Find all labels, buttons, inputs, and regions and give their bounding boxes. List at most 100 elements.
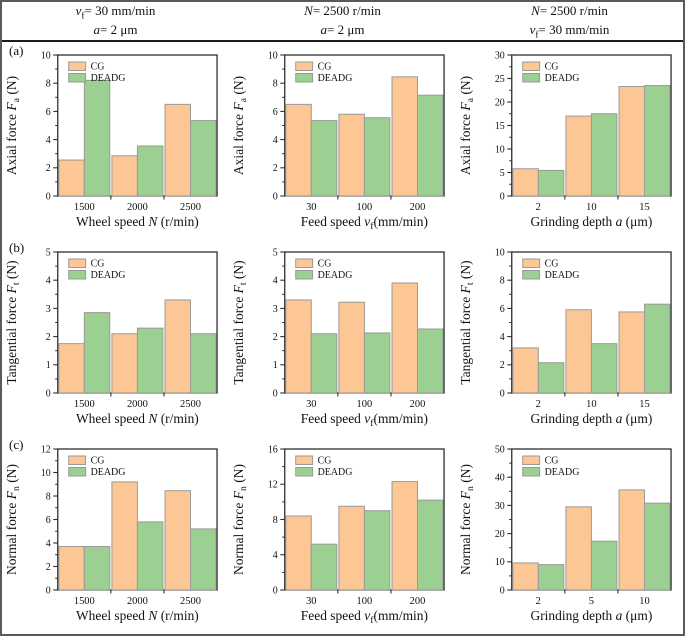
x-tick-label: 2000 [127,202,148,213]
chart-normal-vs-wheel-speed: 0 2 4 6 8 10 12 1500 2000 2500 CG DEADG Wheel speed … [2,436,229,633]
y-tick-label: 6 [46,107,51,118]
condition-col-2: N= 2500 r/min a= 2 μm [229,2,456,40]
y-tick-label: 6 [273,107,278,118]
condition-line: a= 2 μm [2,21,229,40]
y-tick-label: 6 [500,304,505,315]
bar-deadg-1500 [83,79,111,197]
y-tick-label: 10 [268,50,278,61]
x-tick-label: 1500 [74,399,95,410]
y-tick-label: 2 [46,332,51,343]
y-tick-label: 4 [273,135,278,146]
bar-cg-200 [391,282,419,394]
legend-label-cg: CG [91,259,105,270]
condition-line: vf= 30 mm/min [2,2,229,21]
y-tick-label: 10 [495,144,505,155]
bar-cg-1500 [58,343,85,394]
legend-swatch-deadg [522,73,541,83]
chart-axial-vs-grinding-depth: 0 5 10 15 20 25 30 2 10 15 CG DEADG Grinding depth a… [456,42,683,239]
y-tick-label: 4 [273,550,278,561]
bar-cg-10 [565,309,592,394]
bar-cg-30 [285,515,312,591]
bar-deadg-30 [310,333,338,394]
x-tick-label: 2500 [180,596,201,607]
legend-label-cg: CG [318,259,332,270]
legend-swatch-cg [295,455,314,465]
legend-label-cg: CG [318,456,332,467]
legend-swatch-cg [68,61,87,71]
condition-line: N= 2500 r/min [229,2,456,21]
x-tick-label: 10 [586,399,596,410]
bar-deadg-2000 [136,521,164,591]
bar-deadg-100 [363,510,391,591]
legend-label-cg: CG [545,456,559,467]
x-axis-title: Grinding depth a (μm) [530,214,652,229]
condition-text: a [320,22,328,37]
x-tick-label: 30 [306,202,316,213]
bar-cg-10 [618,489,646,591]
chart-row-c: (c) 0 2 4 6 8 10 12 1500 2000 2500 CG DEADG Wheel sp… [2,436,683,633]
condition-text: = 30 mm/min [538,22,610,37]
y-axis-title: Axial force Fa (N) [4,76,22,175]
x-axis-title: Wheel speed N (r/min) [76,608,199,623]
legend-swatch-deadg [68,73,87,83]
x-tick-label: 200 [410,202,426,213]
bar-deadg-2 [537,564,565,591]
x-tick-label: 1500 [74,596,95,607]
x-tick-label: 2 [536,202,541,213]
x-axis-title: Feed speed vf(mm/min) [301,214,428,232]
bar-cg-30 [285,103,312,197]
legend-swatch-deadg [522,270,541,280]
legend-swatch-deadg [68,270,87,280]
bar-cg-1500 [58,546,85,591]
y-tick-label: 0 [500,388,505,399]
y-tick-label: 4 [46,538,51,549]
chart-normal-vs-grinding-depth: 0 10 20 30 40 50 2 5 10 CG DEADG Grinding depth a (… [456,436,683,633]
bar-deadg-2500 [190,120,217,197]
chart-axial-vs-feed-speed: 0 2 4 6 8 10 30 100 200 CG DEADG Feed speed vf(mm/m… [229,42,456,239]
condition-text: a [93,22,101,37]
y-tick-label: 2 [500,360,505,371]
y-tick-label: 8 [500,276,505,287]
condition-line: a= 2 μm [229,21,456,40]
legend-label-deadg: DEADG [318,270,353,281]
x-axis-title: Grinding depth a (μm) [530,411,652,426]
legend-label-deadg: DEADG [545,467,580,478]
y-tick-label: 30 [495,501,505,512]
y-tick-label: 8 [273,79,278,90]
legend-swatch-cg [522,455,541,465]
y-tick-label: 0 [500,191,505,202]
y-tick-label: 2 [273,163,278,174]
bar-cg-15 [618,85,646,197]
bar-cg-2000 [111,155,138,197]
bar-cg-200 [391,76,419,197]
legend-swatch-deadg [295,467,314,477]
bar-deadg-10 [590,113,618,197]
y-tick-label: 25 [495,74,505,85]
y-tick-label: 5 [46,247,51,258]
legend-swatch-deadg [68,467,87,477]
y-tick-label: 2 [46,562,51,573]
bar-deadg-1500 [83,546,111,591]
bar-cg-10 [565,115,592,197]
legend-label-deadg: DEADG [318,73,353,84]
y-tick-label: 1 [46,360,51,371]
condition-col-3: N= 2500 r/min vf= 30 mm/min [456,2,683,40]
legend-label-deadg: DEADG [318,467,353,478]
condition-text: = 2 μm [100,22,138,37]
y-axis-title: Normal force Fn (N) [231,464,249,575]
x-tick-label: 15 [639,202,649,213]
x-tick-label: 30 [306,399,316,410]
x-tick-label: 200 [410,399,426,410]
x-tick-label: 200 [410,596,426,607]
legend-swatch-cg [522,61,541,71]
x-axis-title: Wheel speed N (r/min) [76,411,199,426]
legend-swatch-deadg [295,270,314,280]
chart-row-b: (b) 0 1 2 3 4 5 1500 2000 2500 CG DEADG Wheel speed… [2,239,683,436]
x-axis-title: Grinding depth a (μm) [530,608,652,623]
condition-text: = 2 μm [327,22,365,37]
